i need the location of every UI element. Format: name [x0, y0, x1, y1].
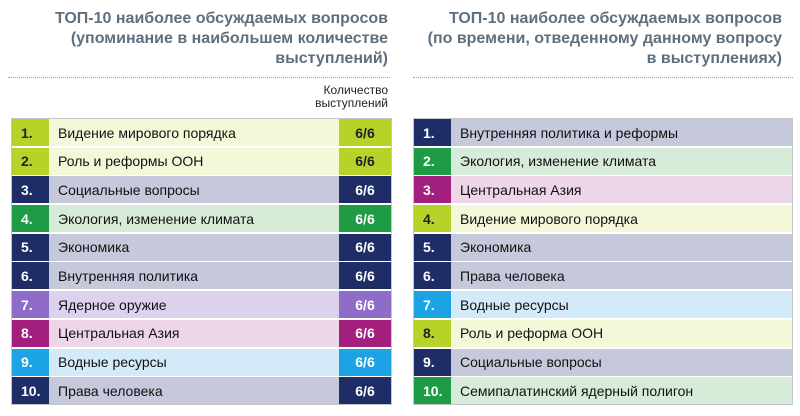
- left-title-line: (упоминание в наибольшем количестве: [70, 30, 388, 47]
- mention-count: 6/6: [339, 119, 391, 146]
- right-title-divider: [413, 77, 793, 78]
- topic-label: Видение мирового порядка: [58, 124, 236, 141]
- rank-number: 2.: [414, 147, 451, 175]
- count-header-line: выступлений: [315, 96, 388, 110]
- topic-label: Социальные вопросы: [58, 181, 200, 198]
- rank-number: 5.: [12, 233, 49, 261]
- table-row: 9. Социальные вопросы: [414, 348, 792, 376]
- table-row: 4. Видение мирового порядка: [414, 205, 792, 233]
- topic-label: Семипалатинский ядерный полигон: [460, 382, 694, 399]
- rank-number: 1.: [414, 119, 451, 146]
- topic-label: Экономика: [58, 239, 130, 256]
- mention-count: 6/6: [339, 291, 391, 319]
- count-column-header: Количество выступлений: [315, 84, 388, 110]
- table-row: 4. Экология, изменение климата 6/6: [12, 205, 391, 233]
- table-row: 1. Внутренняя политика и реформы: [414, 119, 792, 146]
- topic-label: Права человека: [58, 382, 163, 399]
- table-row: 3. Центральная Азия: [414, 176, 792, 204]
- left-title: ТОП-10 наиболее обсуждаемых вопросов (уп…: [8, 9, 388, 69]
- rank-number: 10.: [414, 377, 451, 405]
- rank-number: 8.: [12, 319, 49, 347]
- table-row: 8. Роль и реформа ООН: [414, 319, 792, 347]
- mention-count: 6/6: [339, 176, 391, 204]
- table-row: 6. Внутренняя политика 6/6: [12, 262, 391, 290]
- left-title-line: выступлений): [275, 50, 388, 67]
- right-title: ТОП-10 наиболее обсуждаемых вопросов (по…: [402, 9, 782, 69]
- mention-count: 6/6: [339, 319, 391, 347]
- table-row: 7. Ядерное оружие 6/6: [12, 291, 391, 319]
- table-row: 8. Центральная Азия 6/6: [12, 319, 391, 347]
- topic-label: Роль и реформа ООН: [460, 325, 604, 342]
- table-row: 1. Видение мирового порядка 6/6: [12, 119, 391, 146]
- rank-number: 9.: [414, 348, 451, 376]
- right-ranking-table: 1. Внутренняя политика и реформы 2. Экологи…: [413, 118, 793, 406]
- table-row: 5. Экономика: [414, 233, 792, 261]
- rank-number: 10.: [12, 377, 49, 405]
- mention-count: 6/6: [339, 147, 391, 175]
- mention-count: 6/6: [339, 205, 391, 233]
- table-row: 10. Права человека 6/6: [12, 377, 391, 405]
- topic-label: Ядерное оружие: [58, 296, 167, 313]
- topic-label: Экономика: [460, 239, 532, 256]
- topic-label: Социальные вопросы: [460, 354, 602, 370]
- topic-label: Центральная Азия: [460, 181, 582, 198]
- left-title-line: ТОП-10 наиболее обсуждаемых вопросов: [54, 10, 388, 27]
- mention-count: 6/6: [339, 262, 391, 290]
- rank-number: 9.: [12, 348, 49, 376]
- rank-number: 3.: [414, 176, 451, 204]
- rank-number: 7.: [414, 291, 451, 319]
- table-row: 2. Экология, изменение климата: [414, 147, 792, 175]
- count-header-line: Количество: [323, 83, 388, 97]
- rank-number: 5.: [414, 233, 451, 261]
- table-row: 7. Водные ресурсы: [414, 291, 792, 319]
- topic-label: Роль и реформы ООН: [58, 153, 204, 170]
- table-row: 9. Водные ресурсы 6/6: [12, 348, 391, 376]
- rank-number: 4.: [414, 205, 451, 233]
- rank-number: 2.: [12, 147, 49, 175]
- topic-label: Видение мирового порядка: [460, 210, 638, 227]
- left-title-divider: [8, 77, 390, 78]
- rank-number: 6.: [414, 262, 451, 290]
- topic-label: Внутренняя политика: [58, 267, 199, 284]
- topic-label: Центральная Азия: [58, 325, 180, 342]
- rank-number: 1.: [12, 119, 49, 146]
- table-row: 3. Социальные вопросы 6/6: [12, 176, 391, 204]
- rank-number: 4.: [12, 205, 49, 233]
- topic-label: Внутренняя политика и реформы: [460, 124, 679, 141]
- right-title-line: в выступлениях): [646, 50, 782, 67]
- topic-label: Права человека: [460, 267, 565, 284]
- table-row: 2. Роль и реформы ООН 6/6: [12, 147, 391, 175]
- topic-label: Экология, изменение климата: [58, 210, 255, 227]
- table-row: 5. Экономика 6/6: [12, 233, 391, 261]
- left-ranking-table: 1. Видение мирового порядка 6/6 2. Роль и ре…: [11, 118, 392, 406]
- table-row: 6. Права человека: [414, 262, 792, 290]
- mention-count: 6/6: [339, 233, 391, 261]
- rank-number: 8.: [414, 319, 451, 347]
- topic-label: Водные ресурсы: [58, 354, 167, 370]
- mention-count: 6/6: [339, 348, 391, 376]
- right-title-line: (по времени, отведенному данному вопросу: [427, 30, 782, 47]
- topic-label: Водные ресурсы: [460, 296, 569, 313]
- rank-number: 7.: [12, 291, 49, 319]
- mention-count: 6/6: [339, 377, 391, 405]
- rank-number: 6.: [12, 262, 49, 290]
- topic-label: Экология, изменение климата: [460, 153, 657, 170]
- table-row: 10. Семипалатинский ядерный полигон: [414, 377, 792, 405]
- rank-number: 3.: [12, 176, 49, 204]
- right-title-line: ТОП-10 наиболее обсуждаемых вопросов: [448, 10, 782, 27]
